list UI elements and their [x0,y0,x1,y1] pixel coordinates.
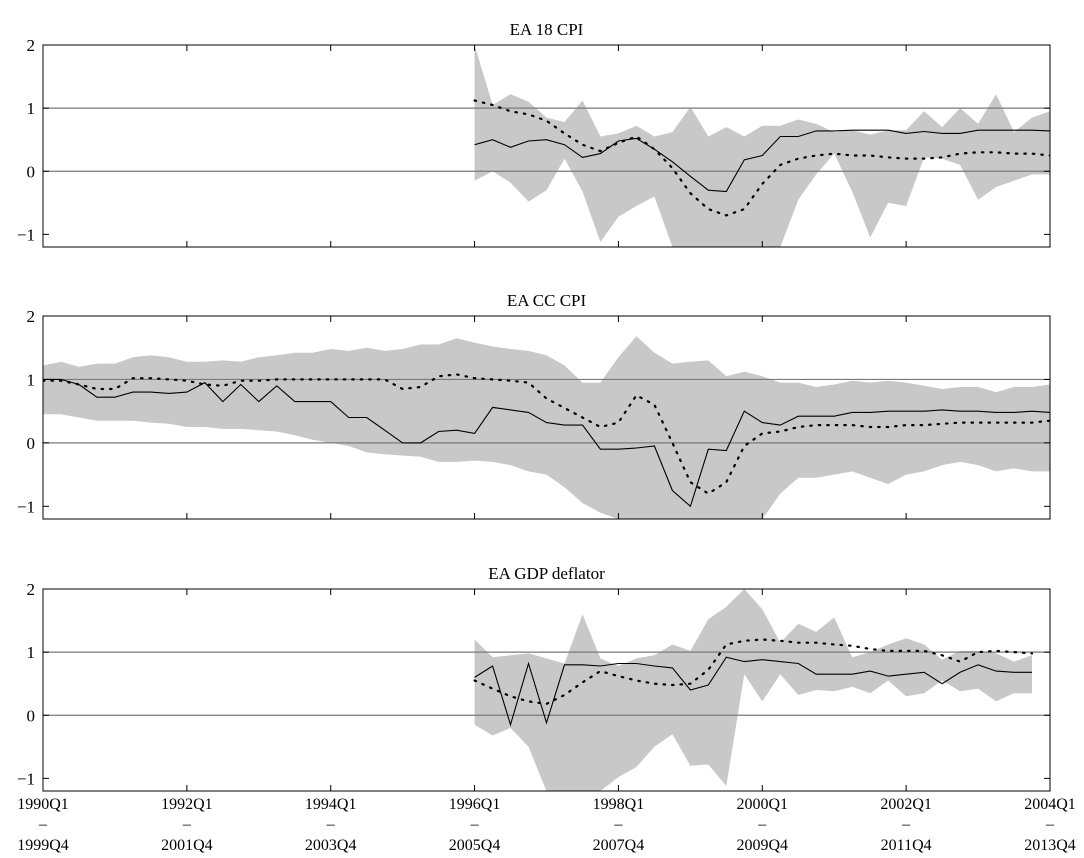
x-tick-label-start: 1996Q1 [449,796,501,813]
axes-frame [42,44,1051,248]
x-tick-label-start: 2004Q1 [1024,796,1076,813]
y-tick-label: 2 [27,580,36,599]
panel-title: EA GDP deflator [488,564,605,583]
series-dotted-line [473,99,1050,217]
y-tick-label: −1 [17,769,35,788]
y-tick-label: −1 [17,497,35,516]
series-solid-line [474,656,1032,727]
x-tick-label-end: 2013Q4 [1024,837,1076,854]
panel-2: EA CC CPI 2 1 0 −1 [17,291,1051,520]
y-tick-label: 1 [27,643,36,662]
x-tick-label-separator: – [1045,816,1055,833]
plot-area [43,45,1050,247]
y-tick-label: 0 [27,706,36,725]
confidence-band [474,589,1033,791]
y-tick-label: 0 [27,434,36,453]
x-tick-label-end: 2003Q4 [305,837,357,854]
panel-title: EA 18 CPI [510,20,584,39]
y-tick-label: −1 [17,225,35,244]
x-tick-label-end: 1999Q4 [17,837,69,854]
series-solid-line [43,378,1050,508]
x-tick-label-end: 2009Q4 [737,837,789,854]
x-tick-label-separator: – [182,816,192,833]
x-tick-label-separator: – [613,816,623,833]
series-dotted-line [43,373,1050,495]
y-tick-label: 1 [27,370,36,389]
x-tick-label-start: 1998Q1 [593,796,645,813]
axes-frame [42,588,1051,792]
x-tick-label-end: 2005Q4 [449,837,501,854]
x-tick-label-end: 2011Q4 [881,837,932,854]
y-tick-label: 2 [27,36,36,55]
axes-frame [42,315,1051,520]
panel-1: EA 18 CPI 2 1 0 −1 [17,20,1051,248]
x-tick-label-start: 1990Q1 [17,796,69,813]
x-tick-label-start: 1994Q1 [305,796,357,813]
y-tick-label: 1 [27,99,36,118]
x-tick-label-separator: – [38,816,48,833]
x-tick-label-end: 2007Q4 [593,837,645,854]
x-tick-label-separator: – [470,816,480,833]
plot-area [43,589,1050,791]
y-tick-label: 0 [27,162,36,181]
x-axis-labels: 1990Q1 – 1999Q4 1992Q1 – 2001Q4 1994Q1 – 2003Q4 1… [17,796,1076,854]
confidence-band [474,45,1050,247]
x-tick-label-separator: – [901,816,911,833]
x-tick-label-start: 2002Q1 [880,796,932,813]
confidence-band [43,336,1050,519]
panel-title: EA CC CPI [507,291,587,310]
panel-3: EA GDP deflator 2 1 0 −1 [17,564,1051,792]
x-tick-label-end: 2001Q4 [161,837,213,854]
x-tick-label-start: 1992Q1 [161,796,213,813]
y-tick-label: 2 [27,307,36,326]
x-tick-label-separator: – [757,816,767,833]
plot-area [43,336,1050,519]
x-tick-label-separator: – [326,816,336,833]
x-tick-label-start: 2000Q1 [737,796,789,813]
series-solid-line [474,129,1050,193]
